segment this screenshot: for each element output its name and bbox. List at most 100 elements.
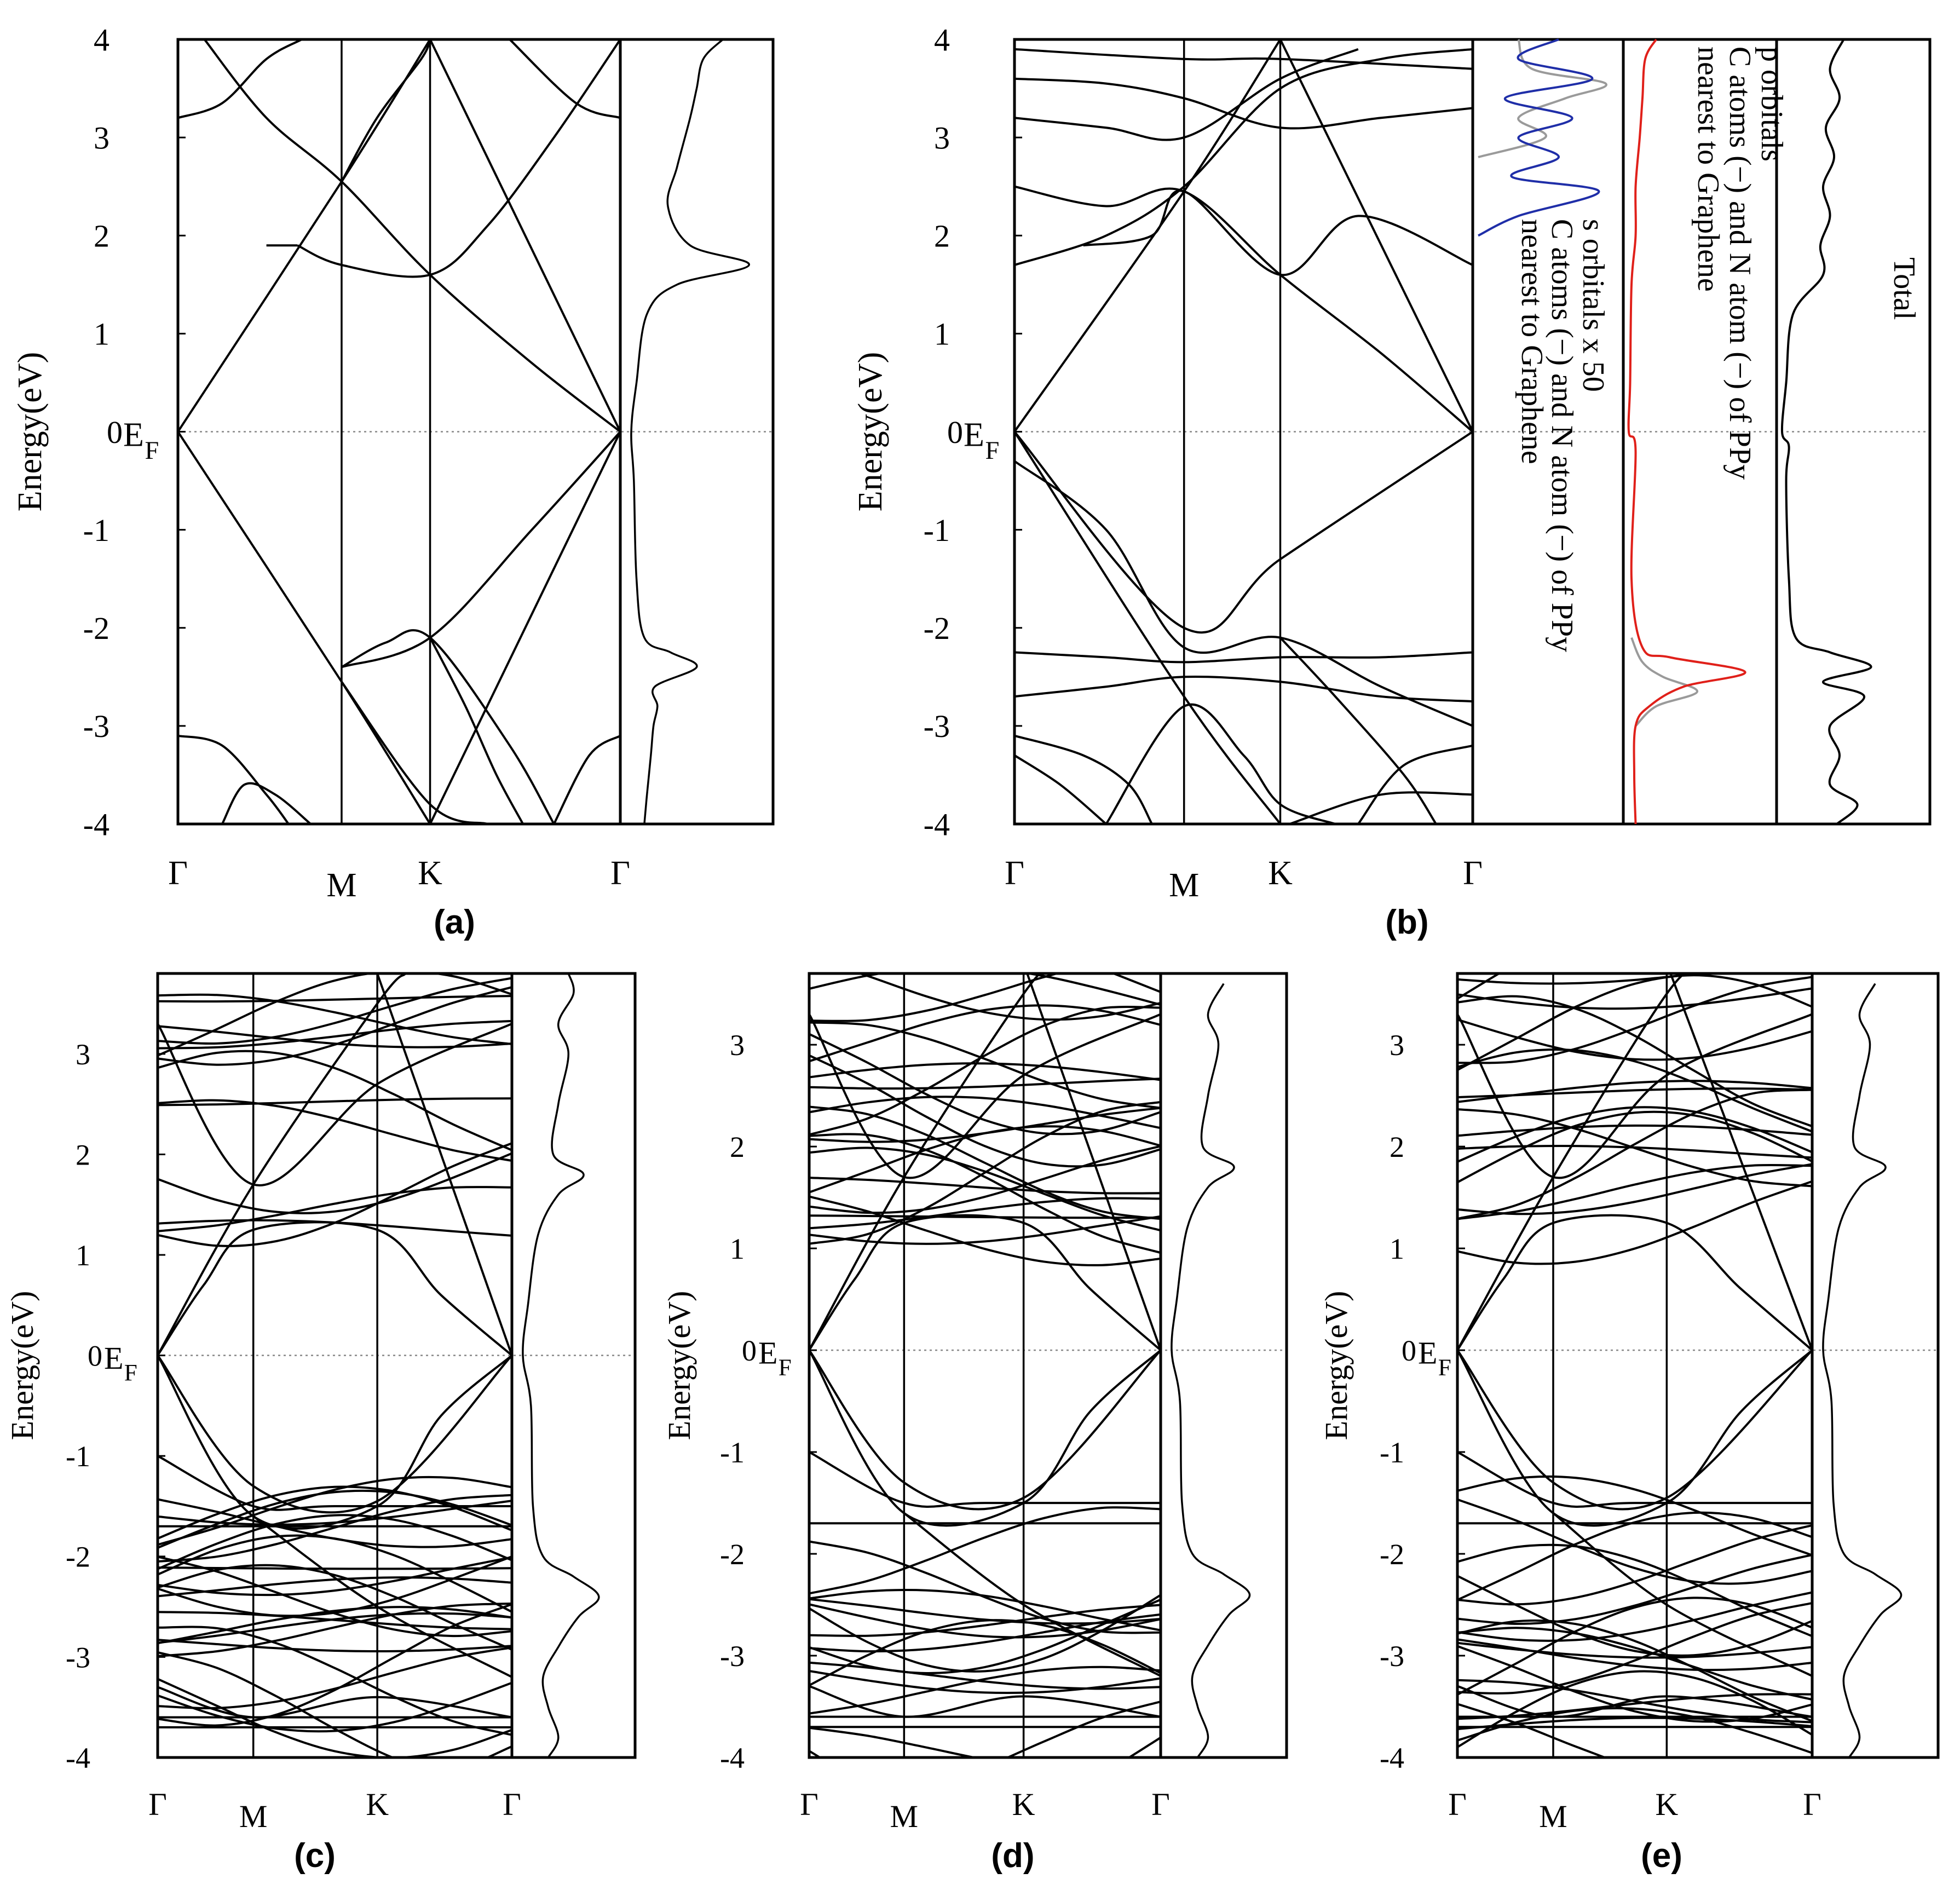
panel-0: -4 -3 -2 -1 0 1 2 3 4 E F Energy(eV) Γ M K Γ (a): [11, 22, 775, 941]
ytick-label: -4: [83, 806, 109, 842]
band-17: [809, 1215, 1161, 1245]
band-12: [1014, 676, 1473, 703]
fermi-label-sub: F: [124, 1361, 137, 1386]
band-13: [341, 629, 555, 824]
band-38: [809, 1736, 1161, 1757]
band-10: [158, 1455, 512, 1511]
band-3: [158, 1221, 512, 1357]
band-44: [809, 973, 1161, 1006]
band-27: [158, 1681, 512, 1733]
band-4: [809, 1349, 1161, 1527]
band-41: [809, 1005, 1161, 1136]
band-13: [1457, 973, 1709, 985]
kpoint-label-2: K: [1268, 855, 1293, 892]
ytick-label: 2: [94, 218, 109, 254]
ytick-label: -1: [720, 1436, 745, 1469]
fermi-label: E: [1418, 1335, 1437, 1370]
band-30: [158, 973, 512, 1057]
band-30: [1457, 1693, 1812, 1720]
band-5: [1014, 48, 1473, 266]
dos-frame: [510, 972, 637, 1759]
band-1: [178, 431, 431, 824]
band-48: [809, 1021, 1161, 1109]
band-37: [158, 1611, 512, 1630]
band-2: [1279, 39, 1473, 433]
band-43: [158, 1514, 512, 1570]
p-pdos-c-curve: [1627, 38, 1746, 825]
fermi-label: E: [758, 1335, 777, 1370]
band-12: [158, 1099, 512, 1162]
band-28: [158, 1019, 512, 1050]
ytick-label: 4: [94, 22, 109, 57]
band-lines: [809, 973, 1161, 1757]
band-9: [1014, 185, 1473, 433]
kpoint-label-0: Γ: [800, 1786, 818, 1822]
ytick-label: 1: [94, 316, 109, 352]
band-39: [809, 1054, 1161, 1168]
band-43: [809, 1146, 1161, 1232]
band-11: [1014, 651, 1473, 664]
band-15: [1457, 1088, 1812, 1220]
band-32: [1457, 1180, 1812, 1265]
band-2: [1669, 973, 1812, 1351]
fermi-label: E: [964, 417, 984, 454]
band-39: [158, 1602, 512, 1657]
fermi-label-sub: F: [779, 1355, 792, 1381]
panel-caption: (e): [1641, 1837, 1682, 1875]
band-46: [158, 1500, 512, 1526]
ytick-label: 3: [76, 1038, 90, 1071]
ytick-label: 2: [1390, 1131, 1404, 1163]
y-axis-label: Energy(eV): [4, 1291, 40, 1440]
band-10: [1457, 1451, 1812, 1508]
band-26: [1110, 973, 1161, 993]
panel-caption: (c): [294, 1837, 336, 1875]
band-51: [809, 1004, 1161, 1063]
band-6: [158, 1686, 512, 1719]
band-16: [1457, 987, 1812, 1010]
panel-1: s orbitals x 50C atoms (−) and N atom (−…: [852, 22, 1932, 941]
kpoint-label-0: Γ: [148, 1786, 167, 1822]
ytick-label: 3: [934, 120, 950, 155]
kpoint-label-1: M: [1539, 1799, 1567, 1834]
band-5: [903, 1512, 1161, 1677]
band-17: [158, 1555, 512, 1617]
panel-caption: (d): [991, 1837, 1034, 1875]
band-3: [429, 431, 620, 824]
band-4: [1457, 1349, 1812, 1527]
band-7: [1014, 77, 1473, 130]
band-50: [809, 1661, 1161, 1690]
ytick-label: 1: [934, 316, 950, 352]
ytick-label: -2: [66, 1541, 90, 1574]
dos-frame: [1811, 972, 1940, 1759]
band-23: [1457, 1602, 1812, 1695]
panel-2: -4 -3 -2 -1 0 1 2 3 E F Energy(eV) Γ M K Γ (c): [4, 972, 637, 1875]
band-2: [429, 39, 620, 433]
ytick-label: 1: [730, 1232, 745, 1265]
band-18: [1014, 754, 1107, 824]
band-40: [809, 1077, 1161, 1090]
panel-4: -4 -3 -2 -1 0 1 2 3 E F Energy(eV) Γ M K Γ (e): [1318, 972, 1940, 1875]
p-pdos-label-line2: C atoms (−) and N atom (−) of PPy: [1723, 47, 1757, 480]
band-41: [1457, 1645, 1812, 1723]
ytick-label: -4: [66, 1742, 90, 1774]
panel-caption: (b): [1385, 903, 1428, 941]
band-6: [509, 39, 620, 119]
kpoint-label-3: Γ: [1151, 1786, 1170, 1822]
band-15: [1279, 637, 1437, 824]
y-axis-label: Energy(eV): [1318, 1291, 1354, 1440]
band-4: [1014, 460, 1473, 727]
band-12: [178, 734, 290, 824]
band-lines: [1457, 973, 1812, 1757]
band-37: [1457, 1703, 1608, 1757]
band-3: [809, 1214, 1161, 1351]
total-dos-curve: [1780, 39, 1872, 825]
p-pdos-label-line1: p orbitals: [1755, 47, 1789, 162]
ytick-label: 3: [1390, 1029, 1404, 1062]
band-18: [158, 1639, 512, 1653]
ytick-label: -1: [924, 512, 950, 548]
band-33: [809, 1619, 1161, 1687]
ytick-label: 0: [1402, 1334, 1416, 1367]
band-26: [158, 986, 512, 1066]
band-15: [221, 782, 312, 824]
band-0: [158, 973, 407, 1356]
